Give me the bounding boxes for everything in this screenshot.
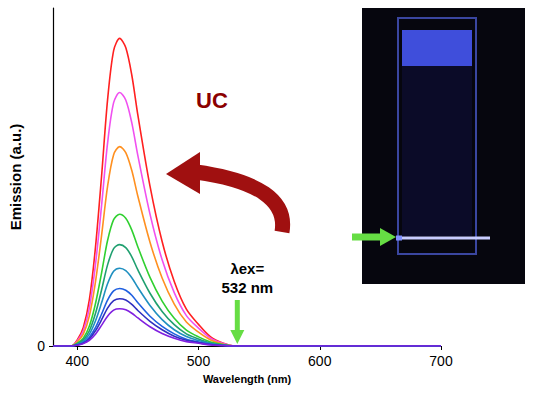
- svg-text:Wavelength (nm): Wavelength (nm): [203, 373, 292, 385]
- svg-text:UC: UC: [196, 88, 228, 113]
- svg-text:600: 600: [308, 353, 332, 369]
- svg-text:532 nm: 532 nm: [221, 279, 273, 296]
- svg-text:500: 500: [187, 353, 211, 369]
- svg-text:λex=: λex=: [230, 260, 264, 277]
- svg-text:0: 0: [37, 338, 45, 354]
- svg-text:400: 400: [66, 353, 90, 369]
- svg-text:700: 700: [429, 353, 453, 369]
- svg-text:Emission (a.u.): Emission (a.u.): [7, 124, 24, 231]
